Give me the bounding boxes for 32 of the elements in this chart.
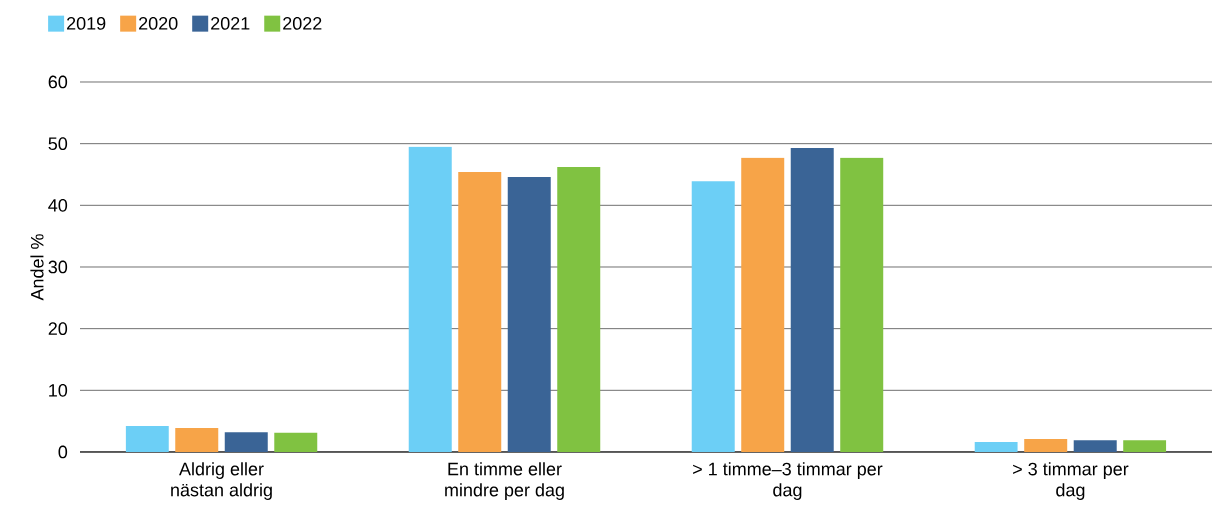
- y-axis-title: Andel %: [30, 234, 44, 301]
- bar: [408, 146, 452, 452]
- bar: [458, 172, 502, 452]
- y-tick-label: 0: [58, 445, 68, 459]
- bar: [974, 442, 1018, 452]
- bar: [274, 432, 318, 452]
- y-tick-label: 20: [48, 322, 68, 336]
- x-tick-label: En timme eller mindre per dag: [445, 462, 564, 500]
- legend-label: 2022: [283, 17, 322, 30]
- bar: [125, 426, 169, 452]
- y-tick-label: 10: [49, 383, 68, 397]
- x-tick-label: > 1 timme–3 timmar per dag: [693, 462, 883, 500]
- bar: [840, 157, 884, 452]
- x-tick-label: Aldrig eller nästan aldrig: [171, 462, 272, 500]
- bar: [1024, 439, 1068, 452]
- y-tick-label: 40: [48, 198, 68, 212]
- legend-label: 2021: [211, 17, 250, 30]
- bar: [1073, 440, 1117, 452]
- bar: [507, 176, 551, 452]
- y-tick-label: 50: [48, 137, 68, 151]
- bar: [790, 147, 834, 452]
- legend-label: 2020: [139, 17, 178, 30]
- bar: [557, 167, 601, 452]
- legend-label: 2019: [67, 17, 106, 30]
- bar: [175, 427, 219, 452]
- bar: [691, 181, 735, 452]
- bar: [1123, 440, 1167, 452]
- bar: [224, 432, 268, 452]
- y-tick-label: 60: [48, 75, 68, 89]
- x-tick-label: > 3 timmar per dag: [1013, 462, 1129, 500]
- y-tick-label: 30: [48, 260, 68, 274]
- bar: [741, 157, 785, 452]
